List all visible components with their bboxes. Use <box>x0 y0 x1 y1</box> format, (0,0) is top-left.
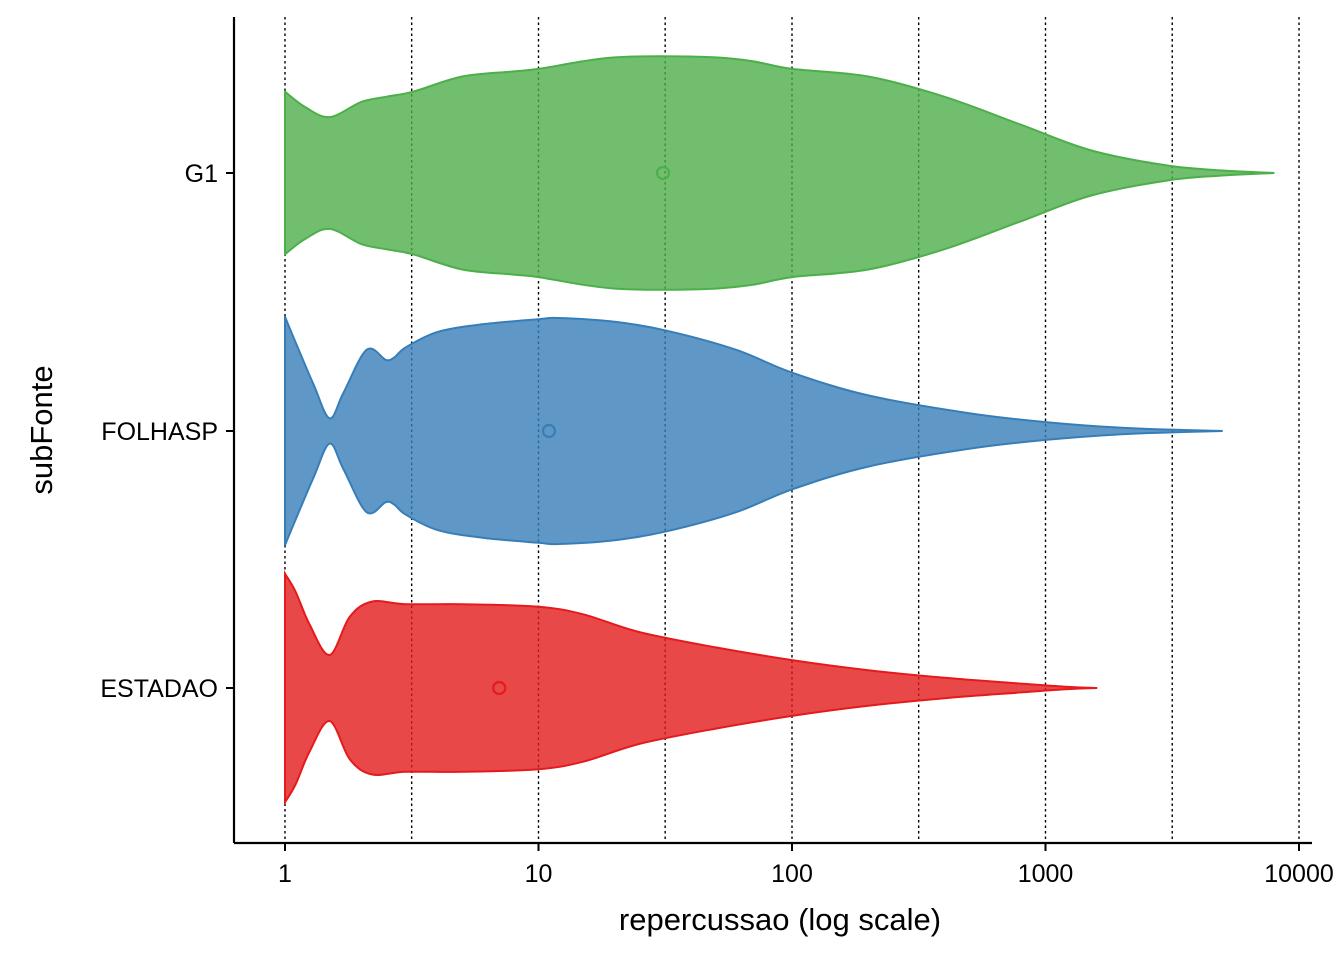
x-axis-title: repercussao (log scale) <box>619 902 941 937</box>
x-tick-label: 10 <box>525 860 553 888</box>
median-point-folhasp <box>541 423 557 439</box>
median-point-g1 <box>655 165 671 181</box>
violin-folhasp <box>284 316 1223 546</box>
violin-estadao <box>284 569 1098 807</box>
x-tick-label: 10000 <box>1264 860 1334 888</box>
y-tick-label: FOLHASP <box>101 418 218 446</box>
x-ticks: 1 10 100 1000 10000 <box>278 843 1334 888</box>
violin-g1 <box>284 55 1275 291</box>
y-ticks: G1 FOLHASP ESTADAO <box>100 160 234 703</box>
x-tick-label: 100 <box>771 860 813 888</box>
x-tick-label: 1000 <box>1018 860 1074 888</box>
y-tick-label: ESTADAO <box>100 675 218 703</box>
y-axis-title: subFonte <box>24 365 59 494</box>
x-tick-label: 1 <box>278 860 292 888</box>
median-point-estadao <box>492 680 507 696</box>
violins <box>284 55 1275 807</box>
y-tick-label: G1 <box>185 160 218 188</box>
